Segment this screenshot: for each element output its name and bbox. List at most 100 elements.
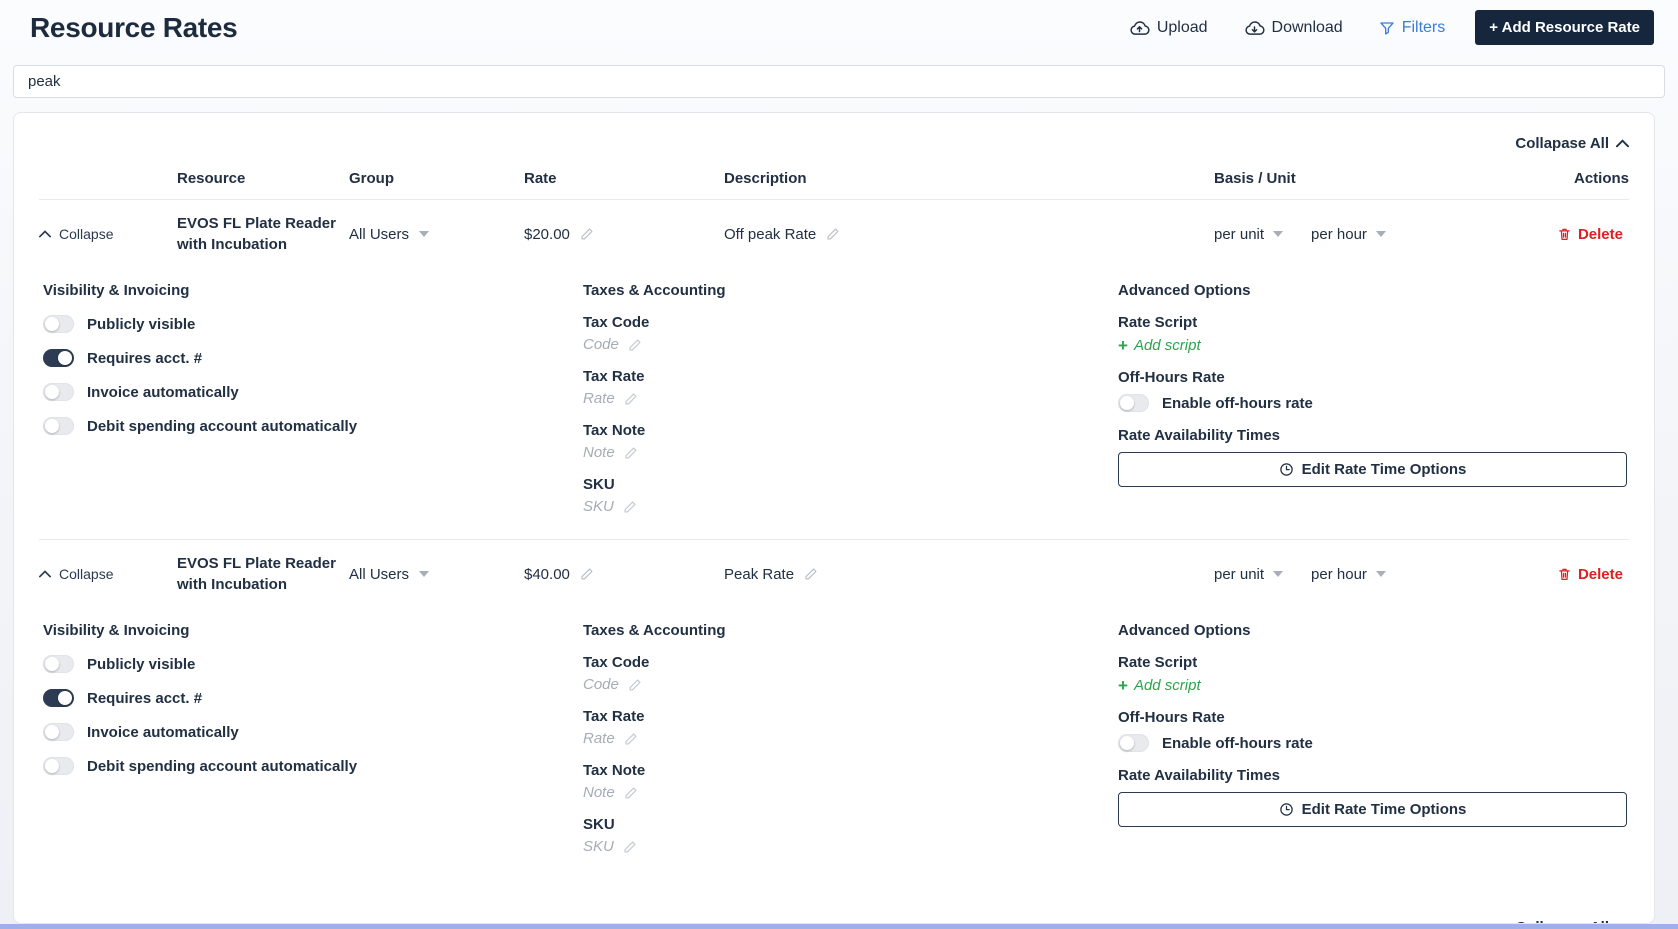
table-header: Resource Group Rate Description Basis / … xyxy=(39,156,1629,200)
tax-code-editable[interactable]: Code xyxy=(583,336,1118,353)
collapse-all-top[interactable]: Collapase All xyxy=(39,129,1629,156)
rate-editable[interactable]: $40.00 xyxy=(524,566,724,583)
pencil-icon xyxy=(628,338,642,352)
advanced-options-section: Advanced Options Rate Script + Add scrip… xyxy=(1118,610,1627,827)
delete-button[interactable]: Delete xyxy=(1551,225,1629,244)
resource-rates-panel: Collapase All Resource Group Rate Descri… xyxy=(13,112,1655,924)
rate-availability-label: Rate Availability Times xyxy=(1118,767,1281,784)
section-title: Advanced Options xyxy=(1118,622,1251,639)
row2-details: Visibility & Invoicing Publicly visible … xyxy=(39,608,1629,879)
trash-icon xyxy=(1557,566,1572,582)
requires-acct-toggle[interactable] xyxy=(43,349,74,367)
filters-button[interactable]: Filters xyxy=(1373,18,1452,38)
section-title: Visibility & Invoicing xyxy=(43,282,190,299)
description-value: Peak Rate xyxy=(724,565,795,583)
tax-code-editable[interactable]: Code xyxy=(583,676,1118,693)
chevron-down-icon[interactable] xyxy=(1375,571,1386,577)
chevron-down-icon[interactable] xyxy=(1273,571,1284,577)
invoice-automatically-toggle[interactable] xyxy=(43,383,74,401)
delete-button[interactable]: Delete xyxy=(1551,565,1629,584)
enable-off-hours-row: Enable off-hours rate xyxy=(1118,734,1627,752)
download-button[interactable]: Download xyxy=(1238,18,1349,38)
tax-note-placeholder: Note xyxy=(583,784,615,801)
upload-button[interactable]: Upload xyxy=(1123,18,1214,38)
tax-note-editable[interactable]: Note xyxy=(583,784,1118,801)
chevron-down-icon[interactable] xyxy=(1375,231,1386,237)
description-editable[interactable]: Peak Rate xyxy=(724,566,1214,583)
rate-editable[interactable]: $20.00 xyxy=(524,226,724,243)
enable-off-hours-toggle[interactable] xyxy=(1118,394,1149,412)
bottom-scrollbar[interactable] xyxy=(0,924,1678,929)
group-value: All Users xyxy=(349,225,410,243)
clock-icon xyxy=(1279,802,1294,817)
unit-select[interactable]: per hour xyxy=(1311,565,1367,583)
sku-editable[interactable]: SKU xyxy=(583,838,1118,855)
debit-spending-toggle[interactable] xyxy=(43,757,74,775)
row2-collapse-toggle[interactable]: Collapse xyxy=(39,566,177,582)
pencil-icon xyxy=(624,446,638,460)
column-basis-unit: Basis / Unit xyxy=(1214,170,1296,187)
tax-rate-editable[interactable]: Rate xyxy=(583,390,1118,407)
download-label: Download xyxy=(1271,18,1343,36)
publicly-visible-toggle[interactable] xyxy=(43,315,74,333)
row1-collapse-toggle[interactable]: Collapse xyxy=(39,226,177,242)
tax-rate-label: Tax Rate xyxy=(583,708,645,725)
publicly-visible-toggle[interactable] xyxy=(43,655,74,673)
table-row: Collapse EVOS FL Plate Reader with Incub… xyxy=(39,540,1629,608)
rate-script-label: Rate Script xyxy=(1118,314,1198,331)
publicly-visible-row: Publicly visible xyxy=(43,655,583,673)
add-script-label: Add script xyxy=(1133,337,1201,354)
description-value: Off peak Rate xyxy=(724,225,817,243)
tax-note-editable[interactable]: Note xyxy=(583,444,1118,461)
publicly-visible-row: Publicly visible xyxy=(43,315,583,333)
toggle-label: Requires acct. # xyxy=(87,689,203,707)
collapse-all-bottom[interactable]: Collapase All xyxy=(39,913,1629,923)
section-title: Advanced Options xyxy=(1118,282,1251,299)
table-row: Collapse EVOS FL Plate Reader with Incub… xyxy=(39,200,1629,268)
group-select[interactable]: All Users xyxy=(349,566,524,583)
unit-select[interactable]: per hour xyxy=(1311,225,1367,243)
description-editable[interactable]: Off peak Rate xyxy=(724,226,1214,243)
search-input[interactable] xyxy=(13,65,1665,98)
requires-acct-row: Requires acct. # xyxy=(43,689,583,707)
pencil-icon xyxy=(628,678,642,692)
add-script-label: Add script xyxy=(1133,677,1201,694)
pencil-icon xyxy=(624,732,638,746)
requires-acct-toggle[interactable] xyxy=(43,689,74,707)
edit-rate-time-options-button[interactable]: Edit Rate Time Options xyxy=(1118,792,1627,827)
edit-rate-time-options-label: Edit Rate Time Options xyxy=(1301,461,1467,478)
tax-note-label: Tax Note xyxy=(583,422,646,439)
add-resource-rate-button[interactable]: + Add Resource Rate xyxy=(1475,10,1654,45)
invoice-automatically-toggle[interactable] xyxy=(43,723,74,741)
top-bar: Resource Rates Upload Download Filters +… xyxy=(0,0,1678,45)
tax-code-placeholder: Code xyxy=(583,676,619,693)
delete-label: Delete xyxy=(1577,565,1623,583)
cloud-download-icon xyxy=(1244,19,1265,37)
debit-spending-toggle[interactable] xyxy=(43,417,74,435)
debit-spending-row: Debit spending account automatically xyxy=(43,417,583,435)
row1-details: Visibility & Invoicing Publicly visible … xyxy=(39,268,1629,539)
add-script-button[interactable]: + Add script xyxy=(1118,337,1627,354)
group-select[interactable]: All Users xyxy=(349,226,524,243)
sku-editable[interactable]: SKU xyxy=(583,498,1118,515)
column-resource: Resource xyxy=(177,170,246,187)
collapse-label: Collapse xyxy=(59,566,114,582)
chevron-down-icon xyxy=(419,231,430,237)
tax-rate-editable[interactable]: Rate xyxy=(583,730,1118,747)
chevron-down-icon[interactable] xyxy=(1273,231,1284,237)
cloud-upload-icon xyxy=(1129,19,1150,37)
plus-icon: + xyxy=(1118,676,1128,695)
basis-select[interactable]: per unit xyxy=(1214,225,1265,243)
advanced-options-section: Advanced Options Rate Script + Add scrip… xyxy=(1118,270,1627,487)
delete-label: Delete xyxy=(1577,225,1623,243)
section-title: Taxes & Accounting xyxy=(583,282,726,299)
rate-value: $20.00 xyxy=(524,225,570,243)
basis-select[interactable]: per unit xyxy=(1214,565,1265,583)
edit-rate-time-options-button[interactable]: Edit Rate Time Options xyxy=(1118,452,1627,487)
enable-off-hours-row: Enable off-hours rate xyxy=(1118,394,1627,412)
add-script-button[interactable]: + Add script xyxy=(1118,677,1627,694)
search-bar xyxy=(13,65,1665,98)
collapse-label: Collapse xyxy=(59,226,114,242)
enable-off-hours-toggle[interactable] xyxy=(1118,734,1149,752)
chevron-down-icon xyxy=(419,571,430,577)
